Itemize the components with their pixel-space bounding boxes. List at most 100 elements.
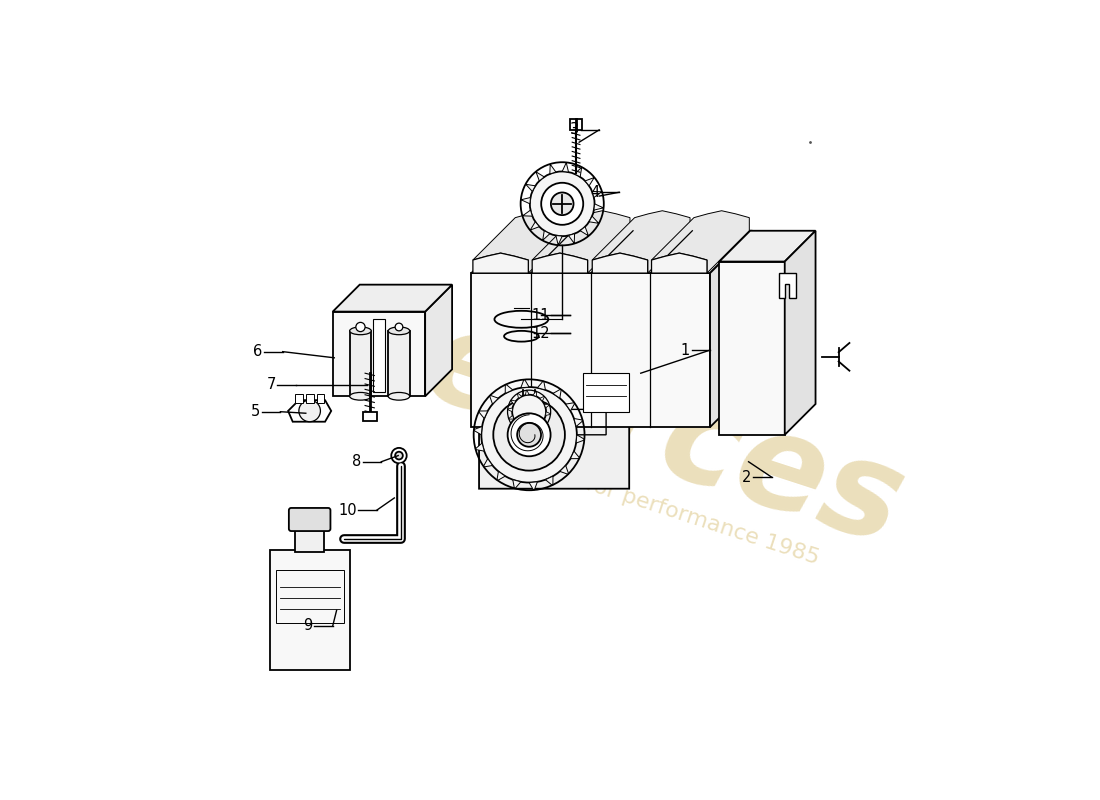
Polygon shape xyxy=(472,230,752,273)
Polygon shape xyxy=(651,210,749,273)
Ellipse shape xyxy=(350,327,372,334)
Polygon shape xyxy=(571,451,580,458)
Polygon shape xyxy=(592,191,602,198)
Text: 1: 1 xyxy=(681,342,690,358)
Polygon shape xyxy=(514,422,518,427)
Polygon shape xyxy=(521,427,526,432)
Bar xyxy=(570,119,582,130)
Polygon shape xyxy=(546,476,553,486)
Polygon shape xyxy=(490,395,498,404)
Polygon shape xyxy=(529,428,532,433)
Polygon shape xyxy=(585,178,594,186)
Text: 10: 10 xyxy=(338,502,356,518)
Bar xyxy=(522,412,536,427)
Circle shape xyxy=(395,452,403,459)
Polygon shape xyxy=(526,184,536,191)
Polygon shape xyxy=(538,381,546,390)
Polygon shape xyxy=(505,384,513,394)
Polygon shape xyxy=(532,253,587,273)
Text: eurces: eurces xyxy=(409,298,918,572)
Polygon shape xyxy=(719,230,815,262)
Polygon shape xyxy=(592,253,648,273)
Text: 8: 8 xyxy=(352,454,361,470)
Bar xyxy=(363,412,376,421)
Polygon shape xyxy=(532,210,630,273)
Polygon shape xyxy=(520,198,530,204)
Polygon shape xyxy=(425,285,452,396)
Polygon shape xyxy=(497,471,505,481)
Polygon shape xyxy=(513,480,520,489)
Polygon shape xyxy=(779,273,795,298)
Polygon shape xyxy=(508,415,514,419)
Polygon shape xyxy=(590,216,598,223)
Polygon shape xyxy=(510,400,516,404)
Circle shape xyxy=(530,171,595,236)
Polygon shape xyxy=(288,400,331,422)
Bar xyxy=(332,312,425,396)
Polygon shape xyxy=(542,419,548,423)
Circle shape xyxy=(493,399,565,470)
Polygon shape xyxy=(530,222,539,230)
Polygon shape xyxy=(484,458,493,467)
Text: 6: 6 xyxy=(253,344,263,359)
Polygon shape xyxy=(537,425,541,430)
Ellipse shape xyxy=(388,327,409,334)
Circle shape xyxy=(395,323,403,331)
Text: 3: 3 xyxy=(570,122,580,138)
Polygon shape xyxy=(532,391,537,397)
Polygon shape xyxy=(784,230,815,435)
Bar xyxy=(295,394,302,403)
Text: 11: 11 xyxy=(531,308,550,323)
Polygon shape xyxy=(565,402,574,411)
Bar xyxy=(317,394,324,403)
Bar xyxy=(276,570,344,623)
Polygon shape xyxy=(576,435,584,443)
Polygon shape xyxy=(560,466,569,474)
Polygon shape xyxy=(332,285,452,312)
Polygon shape xyxy=(651,253,707,273)
Circle shape xyxy=(507,414,551,456)
Polygon shape xyxy=(473,210,571,273)
Polygon shape xyxy=(592,210,690,273)
Circle shape xyxy=(299,400,320,422)
Bar xyxy=(719,262,784,434)
Bar xyxy=(388,331,409,396)
Polygon shape xyxy=(550,164,556,174)
Polygon shape xyxy=(526,390,529,395)
Polygon shape xyxy=(522,210,532,216)
Polygon shape xyxy=(553,389,561,398)
Polygon shape xyxy=(580,226,588,236)
Polygon shape xyxy=(507,408,513,412)
Ellipse shape xyxy=(388,393,409,400)
FancyBboxPatch shape xyxy=(289,508,330,531)
Text: 5: 5 xyxy=(251,404,261,419)
Polygon shape xyxy=(473,253,528,273)
Bar xyxy=(270,550,351,670)
Polygon shape xyxy=(544,404,550,408)
Bar xyxy=(472,273,711,427)
Polygon shape xyxy=(536,172,544,181)
Polygon shape xyxy=(594,204,604,210)
Polygon shape xyxy=(480,406,629,489)
Polygon shape xyxy=(546,412,551,415)
Circle shape xyxy=(513,394,546,429)
Circle shape xyxy=(517,423,541,446)
Polygon shape xyxy=(711,230,752,427)
Text: 9: 9 xyxy=(304,618,312,634)
Circle shape xyxy=(541,182,583,225)
Circle shape xyxy=(355,322,365,332)
Bar xyxy=(373,319,385,393)
Polygon shape xyxy=(556,235,562,245)
Text: 2: 2 xyxy=(742,470,751,485)
Bar xyxy=(583,373,629,412)
Polygon shape xyxy=(478,411,487,418)
Bar xyxy=(295,527,324,552)
Polygon shape xyxy=(517,394,521,398)
Text: 4: 4 xyxy=(590,185,600,200)
Text: a passion for performance 1985: a passion for performance 1985 xyxy=(475,439,822,569)
Polygon shape xyxy=(569,234,574,244)
Polygon shape xyxy=(542,230,550,241)
Polygon shape xyxy=(562,162,569,172)
Polygon shape xyxy=(475,443,484,451)
Bar xyxy=(306,394,313,403)
